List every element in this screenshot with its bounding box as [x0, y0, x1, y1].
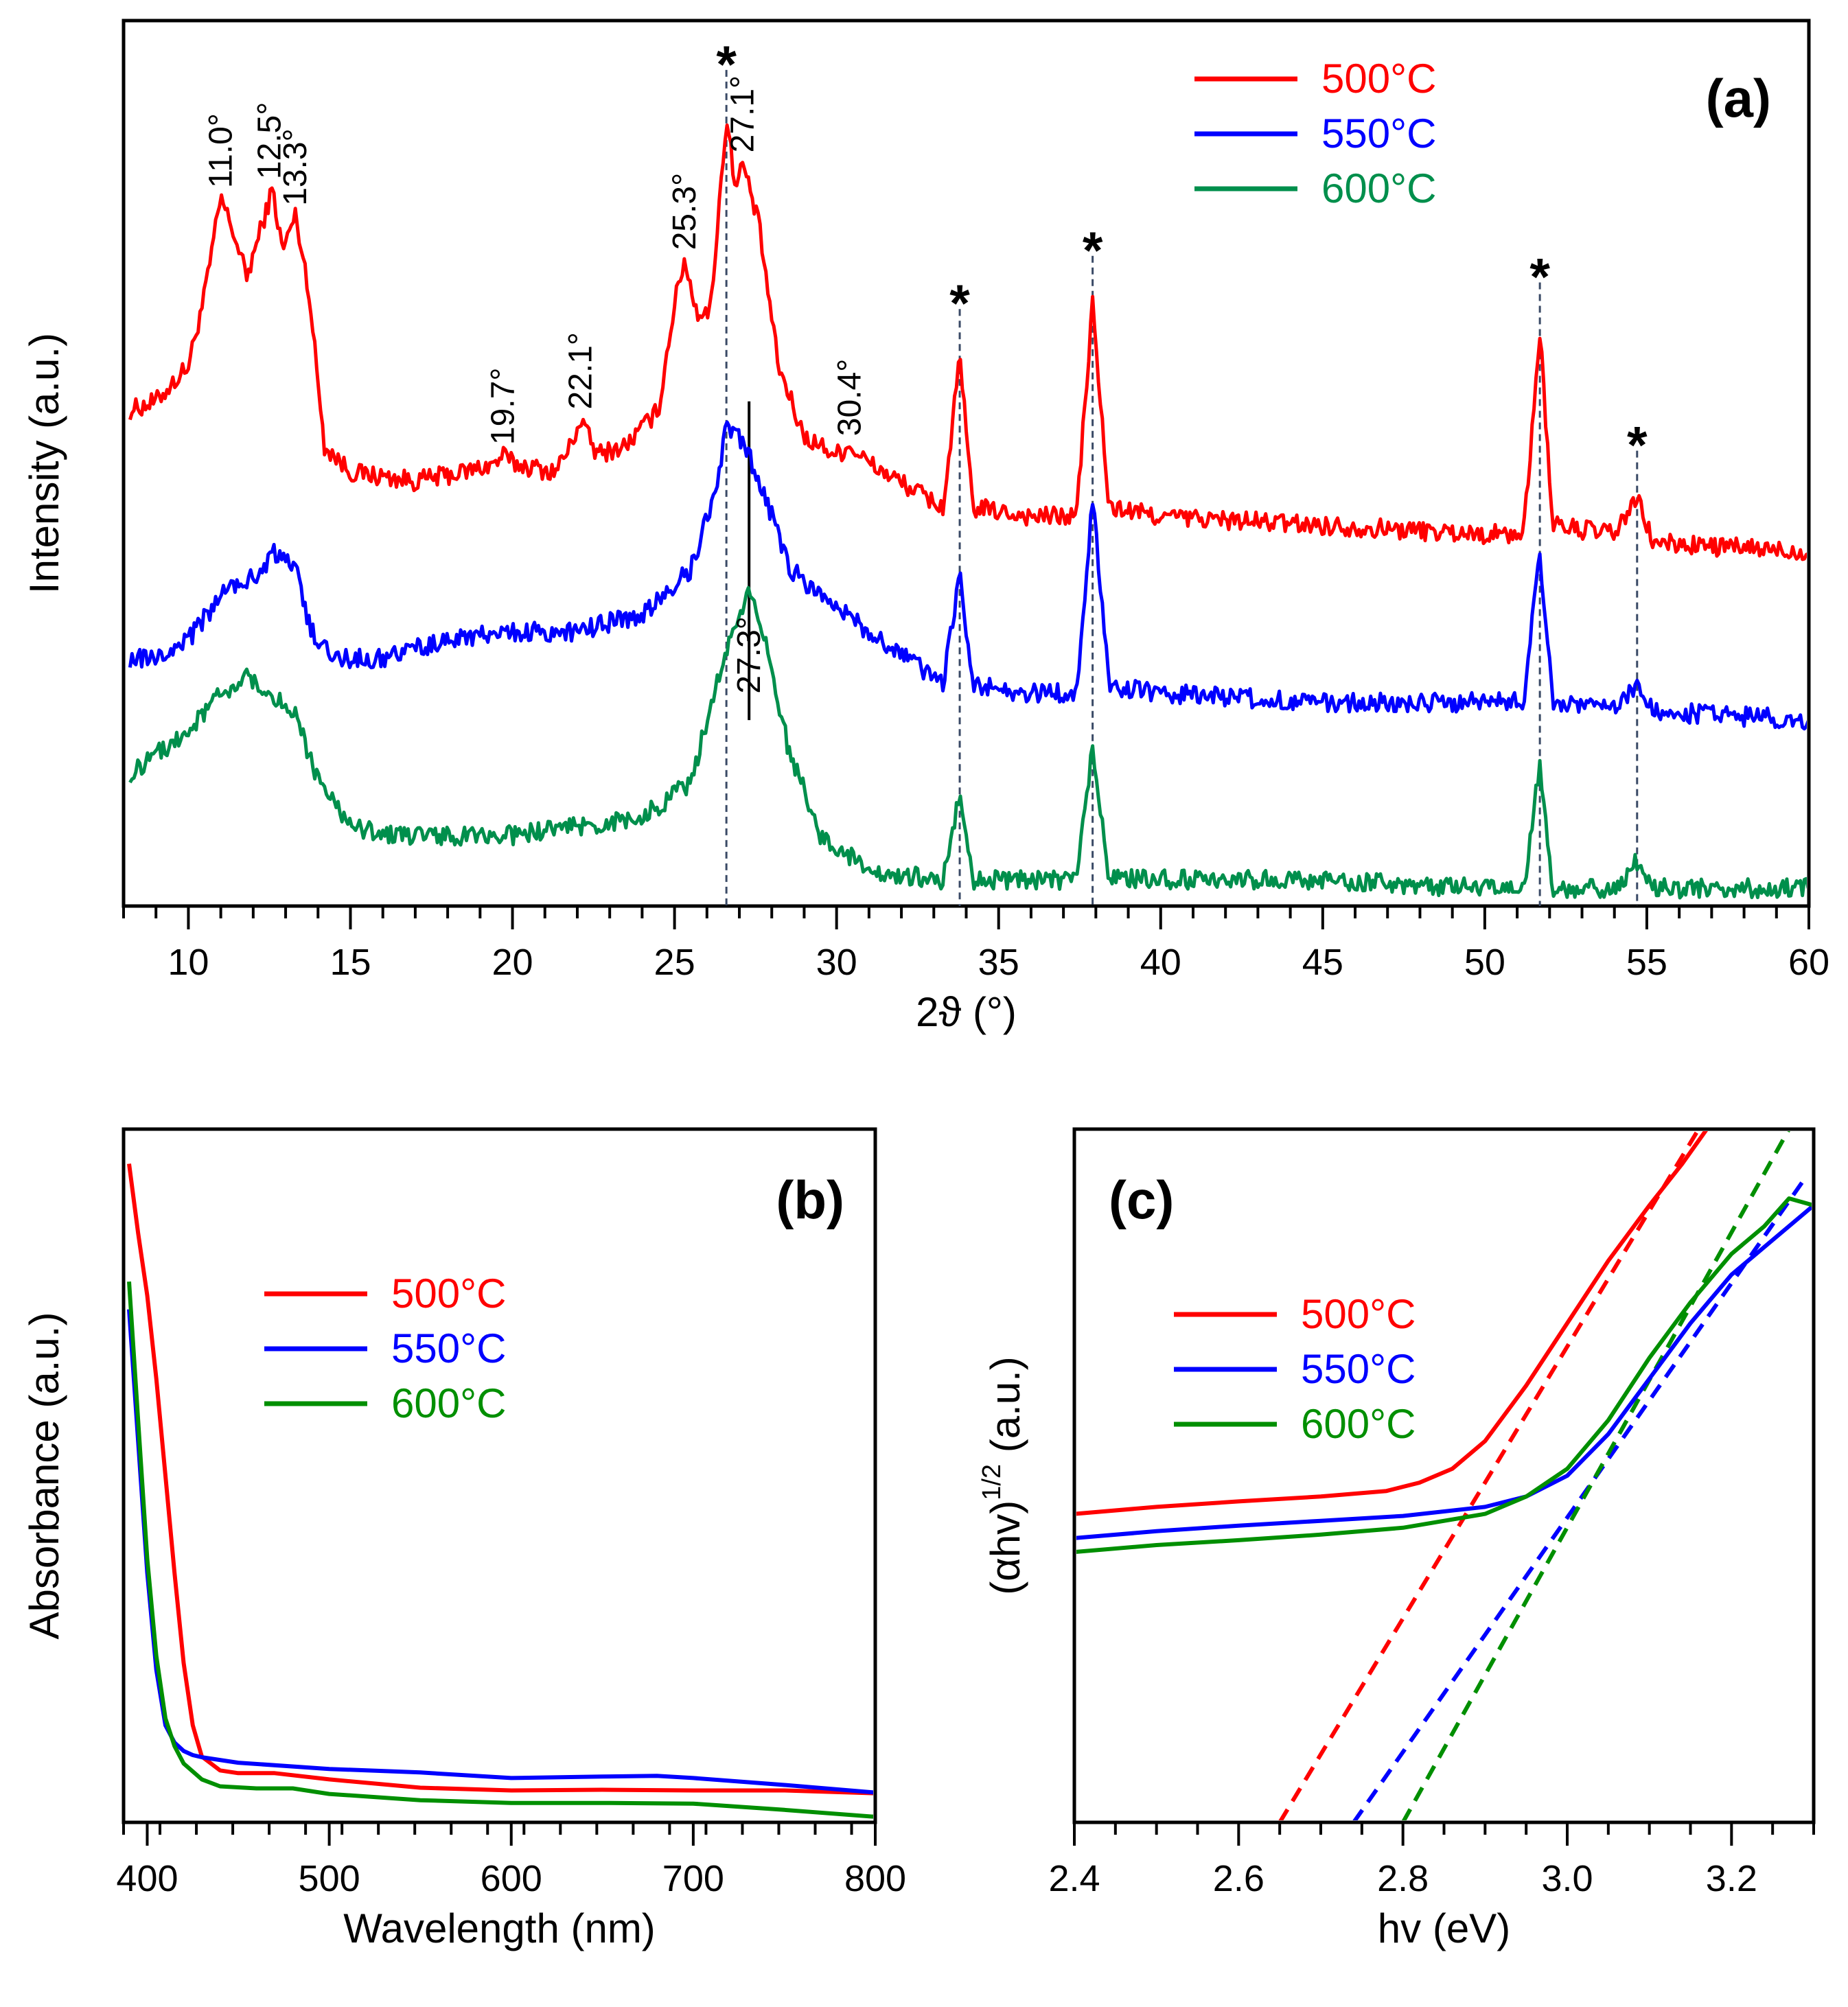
y-label-suffix: (a.u.) — [982, 1356, 1028, 1464]
series-line-550C — [128, 420, 1807, 731]
x-tick-label: 60 — [1788, 942, 1829, 983]
peak-star-marker: * — [1627, 417, 1648, 475]
series-line-550C — [1076, 1204, 1812, 1540]
peak-annotation: 11.0° — [203, 113, 240, 188]
series-line-600C — [127, 1281, 873, 1819]
y-axis-label: Intensity (a.u.) — [21, 333, 67, 594]
panel-b: 400 500 600 700 800 Wavelength (nm) Absorbance… — [21, 1127, 906, 1951]
x-tick-label: 500 — [299, 1858, 360, 1899]
tangent-line-550C — [1352, 1176, 1807, 1820]
tangent-line-500C — [1278, 1131, 1700, 1820]
peak-star-marker: * — [716, 36, 737, 94]
y-label-main: (αhv) — [982, 1500, 1028, 1595]
x-tick-label: 400 — [116, 1858, 178, 1899]
legend-label: 600°C — [1301, 1401, 1416, 1447]
x-tick-label: 10 — [168, 942, 209, 983]
x-tick-label: 2.4 — [1048, 1858, 1100, 1899]
x-tick-label: 50 — [1464, 942, 1505, 983]
tangent-line-600C — [1401, 1131, 1790, 1820]
panel-label: (c) — [1109, 1170, 1174, 1230]
x-tick-label: 3.0 — [1541, 1858, 1593, 1899]
x-tick-label: 2.6 — [1213, 1858, 1264, 1899]
panel-label: (a) — [1706, 68, 1771, 128]
x-tick-label: 15 — [330, 942, 371, 983]
x-tick-label: 3.2 — [1706, 1858, 1757, 1899]
panel-a: 10 15 20 25 30 35 40 45 50 55 60 2ϑ (°) Intensity (a… — [21, 19, 1829, 1035]
legend-label: 600°C — [1321, 165, 1436, 211]
peak-annotation: 27.3° — [731, 616, 767, 694]
series-line-600C — [1076, 1196, 1812, 1554]
peak-annotation: 12.5° — [251, 102, 288, 179]
x-tick-label: 600 — [481, 1858, 542, 1899]
x-tick-label: 25 — [654, 942, 695, 983]
peak-annotation: 13.3° — [277, 128, 314, 206]
legend-label: 550°C — [391, 1325, 506, 1371]
series-line-500C — [1076, 1131, 1708, 1516]
x-tick-label: 700 — [662, 1858, 724, 1899]
x-tick-label: 35 — [978, 942, 1019, 983]
series-line-600C — [128, 585, 1807, 900]
series-line-500C — [128, 123, 1807, 561]
peak-annotation: 19.7° — [485, 367, 521, 445]
peak-annotation: 22.1° — [563, 332, 599, 410]
peak-annotation: 27.1° — [725, 76, 761, 153]
x-axis-label: 2ϑ (°) — [916, 989, 1017, 1035]
x-tick-label: 40 — [1140, 942, 1181, 983]
x-axis-label: hv (eV) — [1378, 1905, 1510, 1951]
x-axis-label: Wavelength (nm) — [343, 1905, 656, 1951]
x-tick-label: 20 — [492, 942, 533, 983]
x-tick-label: 30 — [816, 942, 857, 983]
panel-c: 2.4 2.6 2.8 3.0 3.2 hv (eV) (αhv)1/2 (a.u.) (c)… — [978, 1127, 1816, 1951]
x-tick-label: 55 — [1626, 942, 1667, 983]
x-tick-label: 2.8 — [1377, 1858, 1429, 1899]
panel-label: (b) — [776, 1170, 844, 1230]
legend-label: 550°C — [1321, 111, 1436, 156]
plot-frame — [122, 1127, 877, 1824]
series-line-500C — [127, 1163, 873, 1796]
legend-label: 600°C — [391, 1380, 506, 1426]
peak-star-marker: * — [1529, 248, 1550, 307]
peak-annotation: 30.4° — [832, 359, 868, 437]
legend-label: 500°C — [1301, 1291, 1416, 1337]
plot-frame — [122, 19, 1811, 908]
legend-label: 500°C — [391, 1271, 506, 1316]
x-tick-label: 800 — [844, 1858, 906, 1899]
y-axis-label: (αhv)1/2 (a.u.) — [978, 1356, 1028, 1595]
y-axis-label: Absorbance (a.u.) — [21, 1312, 67, 1640]
peak-star-marker: * — [949, 275, 970, 333]
x-tick-label: 45 — [1302, 942, 1343, 983]
peak-star-marker: * — [1083, 222, 1103, 280]
plot-frame — [1072, 1127, 1816, 1824]
legend-label: 500°C — [1321, 56, 1436, 102]
y-label-superscript: 1/2 — [978, 1464, 1006, 1500]
peak-annotation: 25.3° — [667, 173, 703, 251]
legend-label: 550°C — [1301, 1346, 1416, 1392]
